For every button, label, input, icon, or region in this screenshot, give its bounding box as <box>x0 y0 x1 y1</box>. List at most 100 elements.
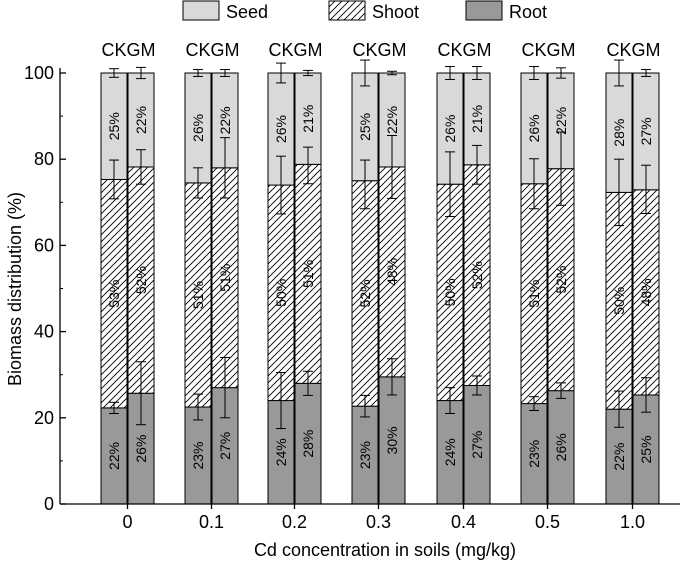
y-tick-label: 100 <box>24 63 54 83</box>
data-label-shoot: 51% <box>217 264 233 292</box>
treatment-label-ck: CK <box>268 40 293 60</box>
error-bar <box>641 377 651 413</box>
data-label-root: 30% <box>384 426 400 454</box>
treatment-label-gm: GM <box>378 40 407 60</box>
bars <box>100 72 660 505</box>
data-label-seed: 22% <box>553 107 569 135</box>
data-label-shoot: 50% <box>611 287 627 315</box>
data-label-seed: 21% <box>469 105 485 133</box>
data-label-shoot: 51% <box>526 280 542 308</box>
data-label-shoot: 51% <box>190 281 206 309</box>
data-label-seed: 28% <box>611 119 627 147</box>
legend-swatch <box>465 0 503 21</box>
data-label-root: 23% <box>190 441 206 469</box>
error-bar <box>556 382 566 399</box>
data-label-seed: 22% <box>133 106 149 134</box>
data-label-root: 22% <box>611 443 627 471</box>
y-tick-label: 0 <box>44 494 54 514</box>
error-bar <box>303 69 313 77</box>
error-bar <box>529 158 539 210</box>
error-bar <box>220 137 230 199</box>
data-label-shoot: 52% <box>469 261 485 289</box>
error-bar <box>529 396 539 411</box>
bar-segment-root <box>100 407 128 505</box>
error-bar <box>529 66 539 80</box>
error-bar <box>445 66 455 80</box>
y-tick-label: 40 <box>34 322 54 342</box>
data-label-seed: 22% <box>384 106 400 134</box>
error-bar <box>445 151 455 218</box>
data-label-seed: 26% <box>190 114 206 142</box>
treatment-label-gm: GM <box>632 40 661 60</box>
data-label-root: 24% <box>442 438 458 466</box>
error-bar <box>472 144 482 185</box>
data-label-seed: 26% <box>442 115 458 143</box>
treatment-label-ck: CK <box>606 40 631 60</box>
data-label-shoot: 50% <box>442 278 458 306</box>
error-bar <box>360 59 370 87</box>
data-label-seed: 26% <box>526 114 542 142</box>
data-label-shoot: 48% <box>384 258 400 286</box>
treatment-label-ck: CK <box>185 40 210 60</box>
treatment-label-ck: CK <box>101 40 126 60</box>
x-tick-label: 0.1 <box>199 512 224 532</box>
error-bar <box>445 387 455 414</box>
error-bar <box>614 158 624 227</box>
data-label-root: 26% <box>553 433 569 461</box>
error-bar <box>387 134 397 199</box>
legend-label: Root <box>509 2 547 22</box>
error-bar <box>303 370 313 396</box>
data-label-shoot: 51% <box>300 260 316 288</box>
legend-swatch <box>182 0 220 21</box>
error-bar <box>220 69 230 77</box>
data-label-root: 27% <box>469 431 485 459</box>
treatment-labels: CK GM CK GM CK GM CK GM CK GM CK GM CK GM <box>101 40 660 60</box>
legend-label: Shoot <box>372 2 419 22</box>
x-axis-title: Cd concentration in soils (mg/kg) <box>254 540 516 560</box>
legend-item-seed: Seed <box>182 0 268 22</box>
error-bar <box>276 62 286 84</box>
bar-segment-root <box>463 384 491 505</box>
bar-segment-shoot <box>100 178 128 409</box>
error-bar <box>276 155 286 215</box>
bar-segment-shoot <box>294 163 322 384</box>
data-label-seed: 27% <box>638 117 654 145</box>
error-bar <box>193 393 203 421</box>
treatment-label-ck: CK <box>521 40 546 60</box>
x-tick-label: 1.0 <box>620 512 645 532</box>
legend-item-root: Root <box>465 0 547 22</box>
data-label-root: 24% <box>273 438 289 466</box>
error-bar <box>641 69 651 77</box>
error-bar <box>360 159 370 210</box>
error-bar <box>472 375 482 396</box>
bar-segment-shoot <box>351 180 379 407</box>
error-bar <box>387 70 397 76</box>
y-tick-label: 60 <box>34 235 54 255</box>
treatment-label-gm: GM <box>211 40 240 60</box>
bar-segment-root <box>294 382 322 505</box>
data-label-root: 23% <box>357 441 373 469</box>
treatment-label-ck: CK <box>352 40 377 60</box>
legend-label: Seed <box>226 2 268 22</box>
error-bar <box>109 68 119 78</box>
error-bars <box>109 59 651 430</box>
treatment-label-gm: GM <box>127 40 156 60</box>
data-label-shoot: 52% <box>133 266 149 294</box>
bar-segment-shoot <box>184 182 212 408</box>
value-labels: 22% 53% 25% 26% 52% 22% 23% 51% 26% 27% 51% 22% 24% 5… <box>106 105 654 471</box>
error-bar <box>220 356 230 419</box>
y-axis: 0 20 40 60 80 100 <box>24 63 66 514</box>
y-tick-label: 20 <box>34 408 54 428</box>
data-label-root: 23% <box>526 440 542 468</box>
data-label-seed: 22% <box>217 106 233 134</box>
legend-item-shoot: Shoot <box>328 0 419 22</box>
data-label-shoot: 53% <box>106 280 122 308</box>
data-label-shoot: 52% <box>357 279 373 307</box>
error-bar <box>303 146 313 185</box>
x-tick-label: 0.5 <box>535 512 560 532</box>
data-label-seed: 26% <box>273 115 289 143</box>
error-bar <box>556 67 566 79</box>
data-label-seed: 25% <box>357 113 373 141</box>
x-tick-label: 0 <box>122 512 132 532</box>
